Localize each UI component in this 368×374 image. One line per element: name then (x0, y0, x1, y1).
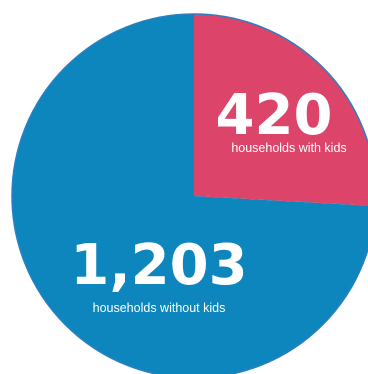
label-without-kids: households without kids (93, 301, 226, 315)
label-with-kids: households with kids (231, 141, 346, 155)
pie-slices (11, 13, 368, 374)
value-with-kids: 420 (216, 83, 333, 148)
slice-with-kids (194, 14, 368, 206)
slice-without-kids (12, 14, 368, 374)
pie-outline (11, 13, 368, 374)
value-without-kids: 1,203 (70, 233, 247, 298)
